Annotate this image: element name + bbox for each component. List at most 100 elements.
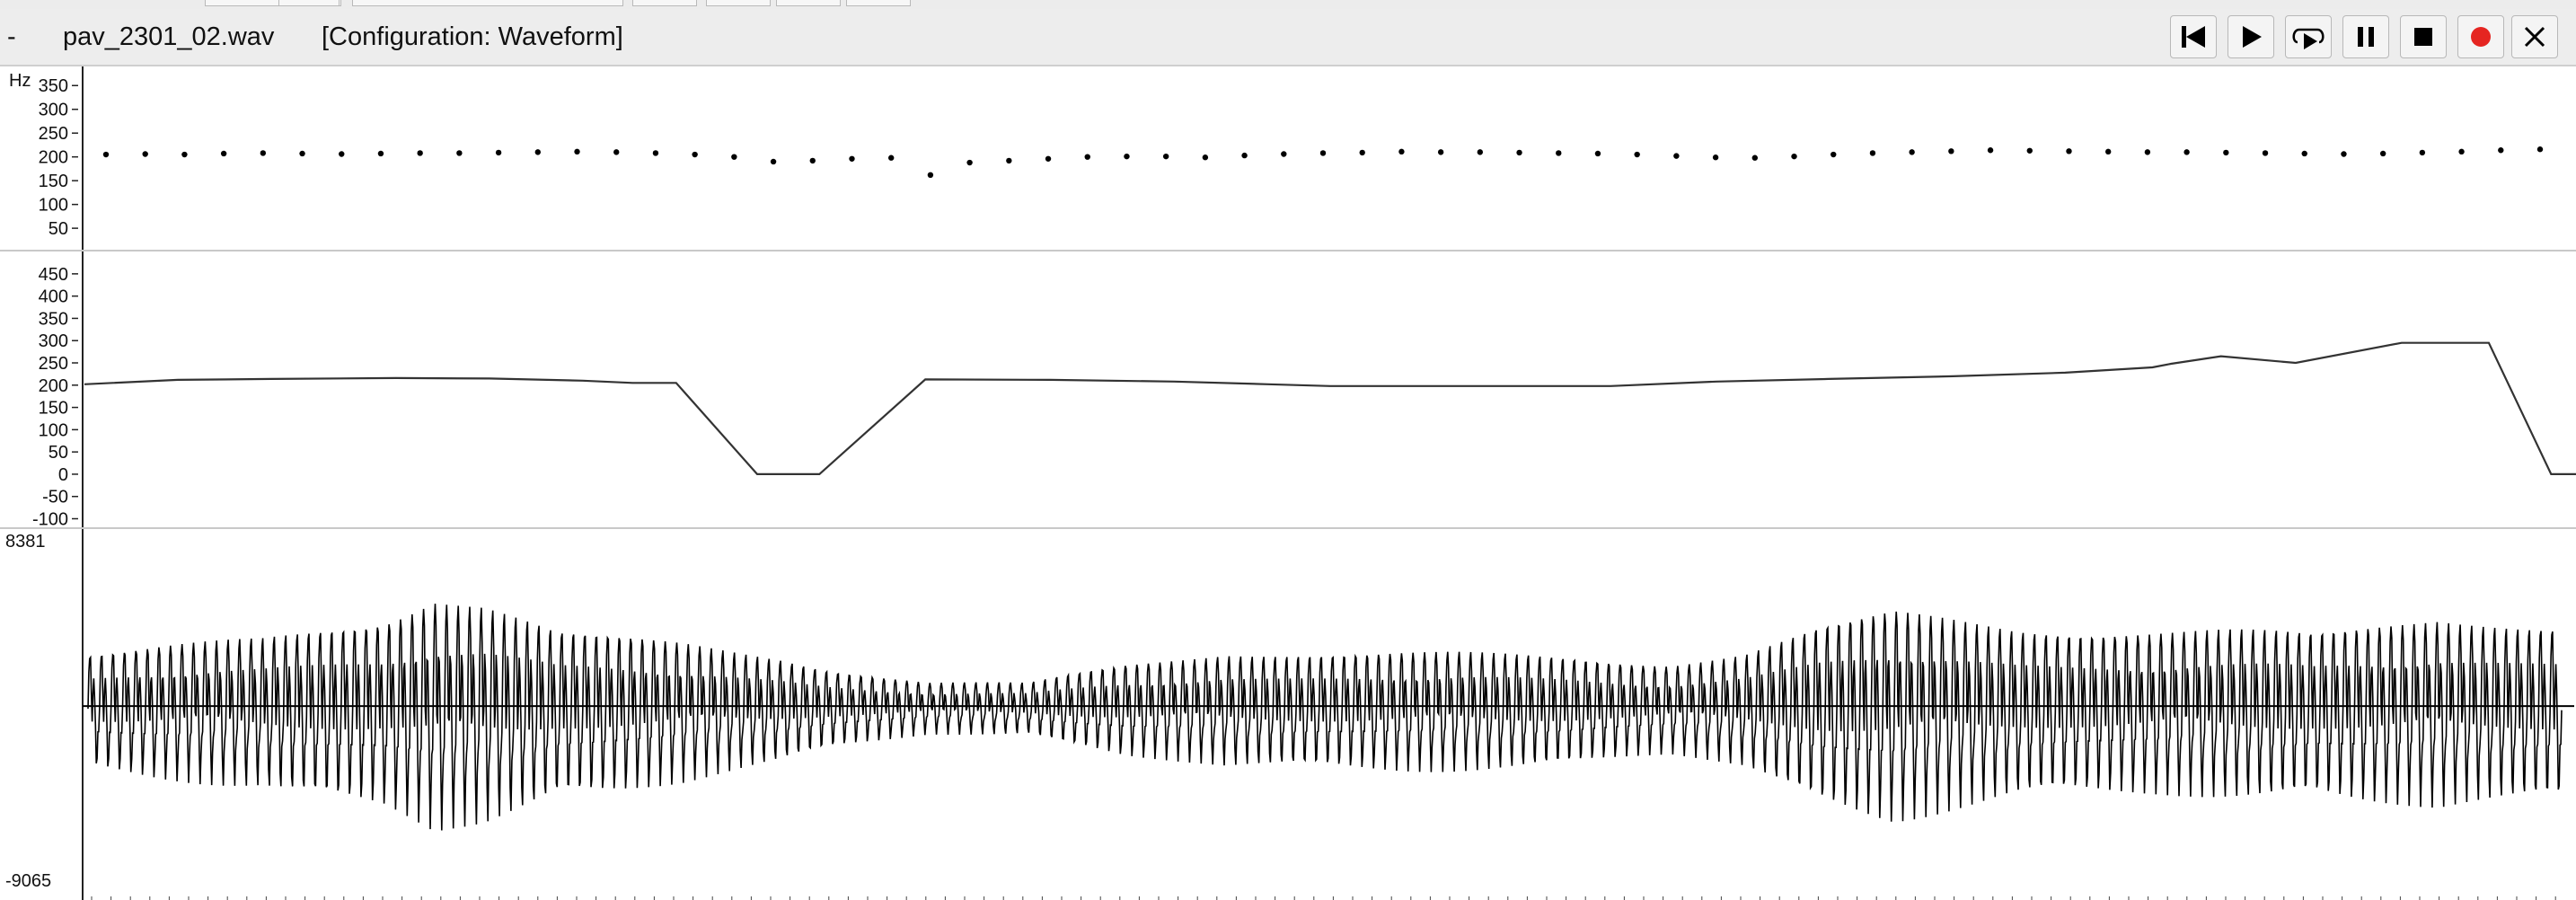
pitch-dot (495, 149, 502, 156)
pitch-dot (220, 150, 227, 157)
tab-stub[interactable] (632, 0, 697, 6)
y-tick-label: 100 (39, 420, 68, 440)
tab-stub[interactable] (278, 0, 340, 6)
pitch-dot (456, 150, 463, 156)
pitch-dot (1909, 149, 1915, 155)
waveform-max-label: 8381 (5, 532, 46, 551)
pitch-dot (299, 150, 305, 157)
y-tick-label: -100 (32, 510, 68, 527)
y-tick-label: 50 (49, 219, 68, 239)
skip-back-icon (2182, 26, 2205, 48)
pitch-dot (1202, 154, 1209, 161)
pitch-dot (1594, 150, 1601, 157)
pause-icon (2358, 27, 2374, 47)
y-tick-label: 250 (39, 354, 68, 374)
pitch-dot (102, 151, 110, 158)
pitch-dot (1398, 148, 1405, 155)
pitch-line-panel[interactable]: 450 400 350 300 250 200 150 100 50 0 -50 -100 (0, 251, 2576, 530)
play-icon (2243, 26, 2262, 48)
pitch-dot (1477, 149, 1484, 155)
pitch-dot (2066, 148, 2072, 154)
pitch-dot (2419, 149, 2426, 156)
tab-stub[interactable] (846, 0, 911, 6)
pitch-dot (1162, 153, 1169, 160)
stop-button[interactable] (2400, 15, 2447, 58)
y-tick-label: 250 (39, 124, 68, 144)
close-icon (2524, 26, 2545, 48)
pitch-dot (260, 150, 267, 156)
pitch-dot (1987, 147, 1994, 154)
pitch-dot (417, 150, 423, 156)
pitch-dot (1437, 149, 1444, 155)
record-button[interactable] (2457, 15, 2504, 58)
y-tick-label: 350 (39, 309, 68, 329)
y-tick-label: 150 (39, 399, 68, 419)
pitch-dot (1712, 154, 1719, 161)
y-tick-label: 50 (49, 443, 68, 463)
pitch-dot (1751, 154, 1759, 161)
pitch-dot (1831, 151, 1837, 158)
pitch-dot (2104, 148, 2112, 155)
pitch-dot (692, 151, 698, 158)
y-tick-label: 100 (39, 196, 68, 216)
tab-stub[interactable] (352, 0, 623, 6)
waveform-chart[interactable] (0, 529, 2576, 900)
pitch-dot (142, 151, 148, 157)
pitch-dot (2262, 150, 2269, 156)
pitch-dot (1124, 153, 1130, 160)
pitch-dot (181, 151, 188, 158)
loop-play-button[interactable] (2285, 15, 2332, 58)
play-button[interactable] (2228, 15, 2274, 58)
toolbar: - pav_2301_02.wav [Configuration: Wavefo… (0, 9, 2576, 66)
pitch-dot (1673, 153, 1680, 159)
pitch-dot (927, 172, 934, 178)
pitch-dot (1241, 152, 1248, 159)
pitch-dot (2301, 150, 2307, 157)
record-icon (2471, 27, 2491, 47)
y-tick-label: 350 (39, 76, 68, 96)
pitch-dot (2026, 147, 2033, 154)
pitch-dot (1556, 150, 1562, 156)
y-tick-label: 200 (39, 376, 68, 396)
pitch-dot (2498, 147, 2504, 154)
pitch-dot (966, 159, 973, 166)
tab-stub[interactable] (776, 0, 841, 6)
pitch-dot (2144, 149, 2151, 155)
pitch-dot (534, 149, 542, 155)
pitch-dot (2458, 148, 2465, 155)
pitch-dot (1359, 149, 1365, 156)
pitch-dot (574, 148, 580, 155)
waveform-min-label: -9065 (5, 871, 52, 891)
pitch-dots-panel[interactable]: Hz 350 300 250 200 150 100 50 (0, 66, 2576, 252)
pitch-dot (1948, 148, 1954, 154)
pitch-dot (377, 150, 384, 157)
pitch-line-series (84, 341, 2576, 475)
pitch-dot (809, 157, 816, 164)
pitch-dot (1006, 157, 1012, 164)
pitch-dot (1045, 155, 1052, 162)
waveform-panel[interactable]: 8381 -9065 (0, 529, 2576, 900)
loop-play-icon (2292, 28, 2325, 49)
y-tick-label: 200 (39, 148, 68, 168)
menu-button[interactable]: - (7, 22, 16, 51)
tab-stub[interactable] (205, 0, 341, 6)
pitch-dot (887, 154, 895, 161)
waveform-trace (87, 604, 2563, 831)
pitch-dot (2341, 151, 2347, 157)
y-tick-label: 150 (39, 172, 68, 191)
close-button[interactable] (2511, 15, 2558, 58)
y-tick-label: 450 (39, 265, 68, 285)
y-tick-label: 300 (39, 331, 68, 351)
pitch-dot (1281, 151, 1287, 157)
stop-icon (2414, 28, 2432, 46)
pitch-dot (2223, 149, 2229, 156)
skip-back-button[interactable] (2170, 15, 2217, 58)
y-tick-label: 400 (39, 287, 68, 307)
pitch-dots-chart[interactable]: 350 300 250 200 150 100 50 (0, 66, 2576, 250)
pitch-dot (652, 150, 659, 156)
pitch-dot (1516, 149, 1522, 156)
y-tick-label: 300 (39, 101, 68, 120)
pause-button[interactable] (2342, 15, 2389, 58)
tab-stub[interactable] (706, 0, 771, 6)
